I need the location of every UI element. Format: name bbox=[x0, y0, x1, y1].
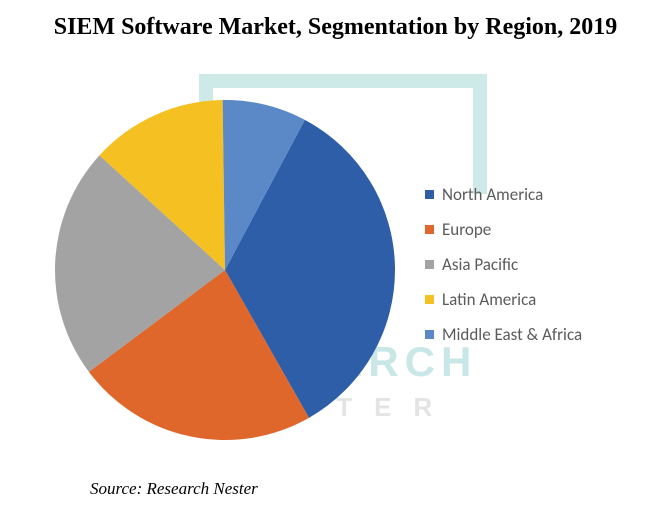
chart-container: SIEM Software Market, Segmentation by Re… bbox=[0, 0, 671, 527]
legend: North America Europe Asia Pacific Latin Ame… bbox=[425, 170, 582, 359]
chart-area: North America Europe Asia Pacific Latin Ame… bbox=[0, 90, 671, 470]
legend-item: Latin America bbox=[425, 289, 582, 310]
legend-swatch bbox=[425, 260, 434, 269]
legend-swatch bbox=[425, 225, 434, 234]
pie-chart bbox=[55, 100, 395, 440]
legend-label: Europe bbox=[442, 219, 491, 240]
chart-title: SIEM Software Market, Segmentation by Re… bbox=[0, 0, 671, 42]
legend-swatch bbox=[425, 330, 434, 339]
legend-label: Asia Pacific bbox=[442, 254, 518, 275]
legend-swatch bbox=[425, 295, 434, 304]
legend-swatch bbox=[425, 190, 434, 199]
legend-item: Asia Pacific bbox=[425, 254, 582, 275]
legend-item: North America bbox=[425, 184, 582, 205]
legend-label: Middle East & Africa bbox=[442, 324, 582, 345]
legend-item: Europe bbox=[425, 219, 582, 240]
source-attribution: Source: Research Nester bbox=[90, 479, 258, 499]
legend-label: Latin America bbox=[442, 289, 536, 310]
legend-item: Middle East & Africa bbox=[425, 324, 582, 345]
legend-label: North America bbox=[442, 184, 543, 205]
